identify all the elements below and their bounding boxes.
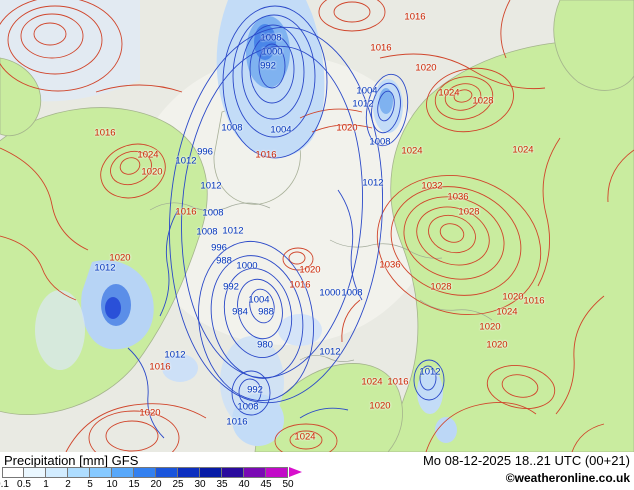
scale-cell [200,467,222,478]
scale-tick: 2 [65,479,71,490]
scale-cell [266,467,288,478]
scale-cell [46,467,68,478]
scale-cell [112,467,134,478]
scale-tick: 20 [150,479,162,490]
scale-tick: 10 [106,479,118,490]
scale-cell [156,467,178,478]
map-title: Precipitation [mm] GFS [4,453,139,468]
scale-tick: 45 [260,479,272,490]
low-pressure-contours [127,5,445,439]
scale-tick: 25 [172,479,184,490]
scale-cell [134,467,156,478]
scale-cell [24,467,46,478]
map-graphic [0,0,634,452]
scale-tick: 40 [238,479,250,490]
scale-arrow-icon [289,467,302,477]
scale-cell [2,467,24,478]
scale-cells [2,467,302,478]
scale-tick: 35 [216,479,228,490]
legend-bar: Precipitation [mm] GFS Mo 08-12-2025 18.… [0,452,634,490]
precipitation-map: 1008 1000 992 1004 1012 1008 1008 1004 996 1012 10… [0,0,634,452]
copyright: ©weatheronline.co.uk [505,471,630,485]
precipitation-layer [35,0,457,446]
scale-tick: 0.5 [17,479,31,490]
scale-cell [90,467,112,478]
scale-tick: 30 [194,479,206,490]
scale-tick: 15 [128,479,140,490]
scale-cell [68,467,90,478]
scale-tick: 1 [43,479,49,490]
scale-tick: 50 [282,479,294,490]
timestamp: Mo 08-12-2025 18..21 UTC (00+21) [422,453,630,468]
scale-tick: 0.1 [0,479,9,490]
scale-cell [222,467,244,478]
scale-tick: 5 [87,479,93,490]
high-pressure-contours [0,0,634,452]
scale-cell [244,467,266,478]
coastline-layer [149,202,493,362]
scale-cell [178,467,200,478]
